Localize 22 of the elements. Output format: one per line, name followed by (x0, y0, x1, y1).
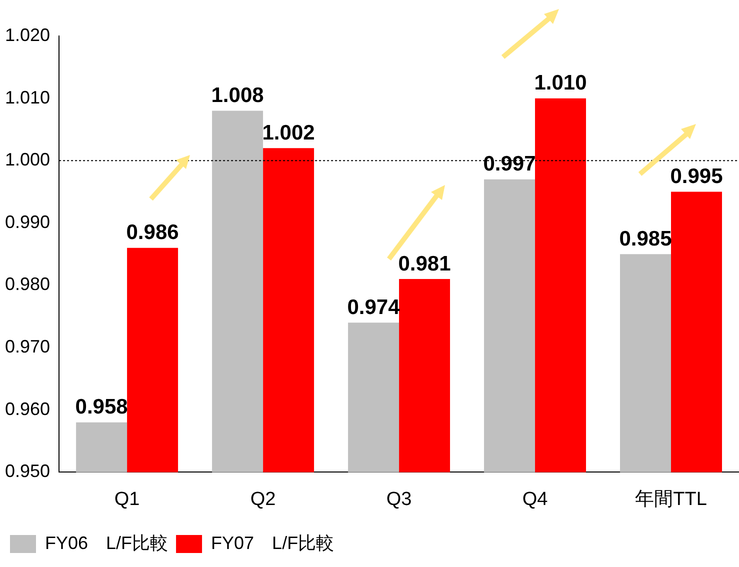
x-tick-label: Q2 (250, 488, 276, 510)
x-tick-label: Q4 (522, 488, 548, 510)
data-label: 0.981 (398, 252, 452, 276)
data-label: 0.995 (670, 165, 724, 188)
data-label: 1.008 (211, 84, 264, 108)
data-label: 1.010 (534, 72, 587, 95)
y-tick-label: 1.000 (4, 150, 50, 170)
y-tick-label: 1.020 (4, 24, 50, 45)
y-tick-label: 0.950 (4, 461, 50, 482)
x-tick-label: Q1 (114, 488, 140, 510)
x-tick-label: Q3 (386, 488, 412, 510)
y-tick-label: 0.990 (4, 212, 50, 232)
y-tick-label: 1.010 (4, 87, 50, 108)
data-label: 0.986 (126, 221, 179, 244)
y-tick-label: 0.960 (4, 398, 50, 419)
legend-label: FY06 L/F比較 (45, 532, 168, 553)
data-label: 0.997 (483, 152, 536, 176)
y-tick-label: 0.980 (4, 274, 50, 294)
data-label: 1.002 (262, 121, 315, 144)
y-tick-label: 0.970 (4, 336, 50, 357)
x-tick-label: 年間TTL (635, 488, 707, 510)
legend-label: FY07 L/F比較 (211, 532, 334, 553)
